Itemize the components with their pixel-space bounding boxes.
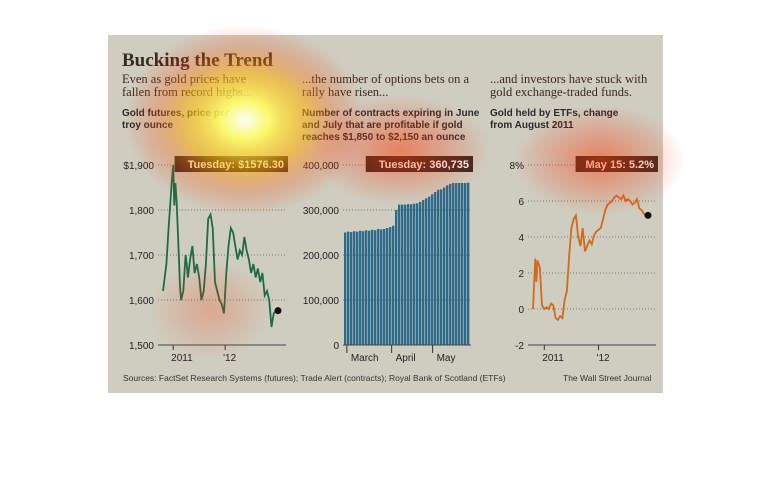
options-bar (353, 231, 356, 345)
etf-xtick-label: '12 (597, 353, 610, 364)
options-ytick-label: 0 (333, 341, 339, 352)
options-bar (386, 228, 389, 345)
options-ytick-label: 100,000 (303, 296, 340, 307)
options-bar (347, 231, 350, 345)
options-xtick-label: March (351, 353, 379, 364)
etf-last-point (644, 211, 652, 219)
options-bar (455, 183, 458, 345)
gold-futures-ytick-label: 1,700 (129, 251, 154, 262)
credit: The Wall Street Journal (563, 373, 652, 383)
options-bar (458, 183, 461, 345)
source-note: Sources: FactSet Research Systems (futur… (123, 373, 506, 383)
options-bar (374, 230, 377, 345)
options-xtick-label: April (396, 353, 416, 364)
options-callout-label: Tuesday: 360,735 (379, 159, 469, 171)
options-bar (416, 203, 419, 345)
options-bar (392, 225, 395, 345)
options-bar (401, 204, 404, 345)
options-bar (368, 230, 371, 345)
panel1-description: Gold futures, price per troy ounce (122, 108, 230, 131)
options-bar (452, 183, 455, 345)
panel2-headline: ...the number of options bets on a rally… (302, 72, 469, 99)
panel3-description: Gold held by ETFs, change from August 20… (490, 108, 619, 131)
options-bar (407, 204, 410, 345)
options-bar (356, 231, 359, 345)
options-bar (419, 201, 422, 345)
gold-futures-ytick-label: 1,600 (129, 296, 154, 307)
etf-holdings-chart: 8% 6 4 2 0 -2 2011 '12 May 15: 5.2% (510, 156, 658, 364)
options-bar (410, 204, 413, 345)
options-bar (380, 229, 383, 345)
options-xtick-label: May (437, 353, 456, 364)
gold-futures-ytick-label: 1,500 (129, 341, 154, 352)
options-bar (434, 192, 437, 345)
gold-futures-chart: $1,900 1,800 1,700 1,600 1,500 2011 '12 Tuesday… (123, 156, 288, 364)
options-bar (362, 231, 365, 345)
panel2-description: Number of contracts expiring in June and… (302, 108, 480, 143)
options-bar (428, 196, 431, 345)
etf-ytick-label: -2 (515, 341, 524, 352)
panel3-headline: ...and investors have stuck with gold ex… (490, 72, 648, 99)
options-ytick-label: 400,000 (303, 161, 340, 172)
etf-ytick-label: 6 (518, 197, 524, 208)
options-bar (464, 183, 467, 345)
options-bar (404, 204, 407, 345)
gold-futures-callout-label: Tuesday: $1576.30 (188, 159, 284, 171)
options-bar (383, 228, 386, 345)
gold-futures-xtick-label: '12 (223, 353, 236, 364)
options-bar (422, 200, 425, 345)
gold-futures-ytick-label: 1,800 (129, 206, 154, 217)
options-bar (359, 230, 362, 345)
options-bar (443, 187, 446, 345)
options-bar (446, 185, 449, 345)
etf-ytick-label: 8% (510, 161, 525, 172)
options-bar (398, 204, 401, 345)
options-contracts-chart: 400,000 300,000 200,000 100,000 0 March April M… (303, 156, 473, 364)
options-bar (413, 203, 416, 345)
etf-ytick-label: 0 (518, 305, 524, 316)
options-bar (467, 182, 470, 345)
etf-xtick-label: 2011 (542, 353, 564, 364)
options-bar (425, 198, 428, 345)
options-bar (395, 210, 398, 345)
options-ytick-label: 200,000 (303, 251, 340, 262)
gold-futures-series-line (162, 164, 277, 328)
options-bar (389, 227, 392, 345)
options-bar (440, 189, 443, 345)
options-bar (437, 189, 440, 345)
options-bar (461, 183, 464, 345)
options-bar (365, 230, 368, 345)
etf-ytick-label: 4 (518, 233, 524, 244)
gold-futures-xtick-label: 2011 (171, 353, 193, 364)
panel1-headline: Even as gold prices have fallen from rec… (122, 72, 253, 99)
gold-futures-ytick-label: $1,900 (123, 161, 154, 172)
options-bar (431, 194, 434, 345)
page-title: Bucking the Trend (122, 50, 273, 71)
options-ytick-label: 300,000 (303, 206, 340, 217)
options-bar (371, 229, 374, 345)
options-bar (377, 228, 380, 345)
options-bar (449, 183, 452, 345)
gold-futures-last-point (274, 307, 282, 315)
etf-series-line (532, 193, 647, 322)
options-bar (344, 232, 347, 345)
etf-callout-label: May 15: 5.2% (586, 159, 655, 171)
etf-ytick-label: 2 (518, 269, 524, 280)
options-bar (350, 232, 353, 345)
